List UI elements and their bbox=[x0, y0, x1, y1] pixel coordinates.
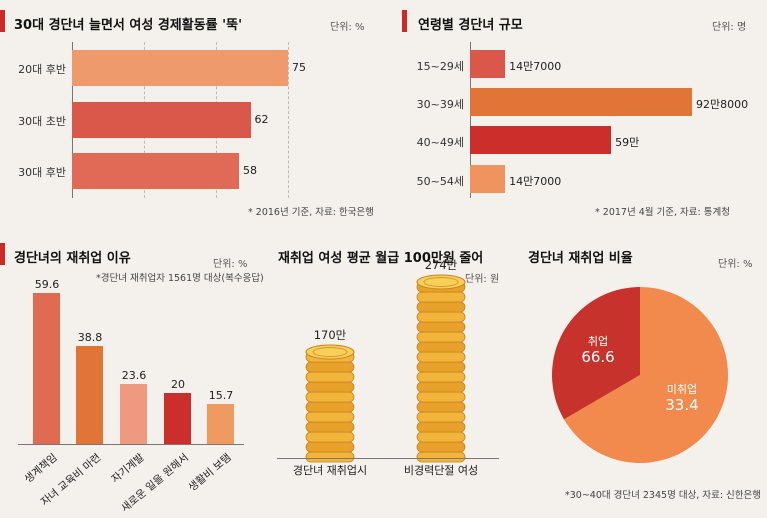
panel2-title: 연령별 경단녀 규모 bbox=[418, 18, 523, 33]
panel1-bar bbox=[72, 153, 240, 189]
panel1-unit: 단위: % bbox=[330, 22, 365, 33]
panel5-slice-value: 66.6 bbox=[581, 347, 615, 366]
panel3-value-label: 23.6 bbox=[121, 369, 147, 383]
panel1-bar bbox=[72, 102, 251, 138]
panel2-value-label: 14만7000 bbox=[509, 60, 562, 73]
panel4-coin-stack bbox=[305, 344, 355, 463]
panel3-accent bbox=[0, 243, 5, 265]
panel3-bar bbox=[120, 384, 147, 444]
panel4-baseline bbox=[277, 458, 499, 459]
panel2-unit: 단위: 명 bbox=[712, 22, 747, 33]
panel1-category-label: 30대 초반 bbox=[18, 115, 66, 128]
panel2-bar bbox=[470, 126, 612, 154]
panel1-source: * 2016년 기준, 자료: 한국은행 bbox=[248, 207, 374, 218]
panel3-unit: 단위: % bbox=[213, 259, 248, 270]
panel4-coin-stack bbox=[416, 274, 466, 463]
panel2-bar bbox=[470, 88, 692, 116]
panel2-accent bbox=[402, 10, 407, 32]
panel3-title: 경단녀의 재취업 이유 bbox=[14, 251, 131, 266]
panel3-value-label: 59.6 bbox=[34, 277, 60, 291]
panel5-source: *30~40대 경단녀 2345명 대상, 자료: 신한은행 bbox=[565, 490, 762, 501]
panel3-value-label: 38.8 bbox=[77, 330, 103, 344]
panel2-category-label: 50~54세 bbox=[416, 175, 464, 188]
panel5-slice-label: 취업 bbox=[587, 334, 609, 348]
panel2-source: * 2017년 4월 기준, 자료: 통계청 bbox=[595, 207, 730, 218]
panel1-category-label: 30대 후반 bbox=[18, 166, 66, 179]
panel1-value-label: 75 bbox=[292, 61, 306, 74]
panel3-value-label: 15.7 bbox=[208, 389, 234, 403]
panel1-title: 30대 경단녀 늘면서 여성 경제활동률 '뚝' bbox=[14, 18, 243, 33]
panel2-category-label: 15~29세 bbox=[416, 60, 464, 73]
panel5-unit: 단위: % bbox=[718, 259, 753, 270]
panel5-title: 경단녀 재취업 비율 bbox=[528, 251, 633, 266]
panel3-bar bbox=[33, 292, 60, 444]
panel1-category-label: 20대 후반 bbox=[18, 63, 66, 76]
panel4-value-label: 274만 bbox=[424, 258, 458, 272]
panel1-value-label: 58 bbox=[243, 164, 258, 177]
panel4-category-label: 경단녀 재취업시 bbox=[292, 464, 368, 477]
panel1-accent bbox=[0, 10, 5, 32]
panel2-value-label: 14만7000 bbox=[509, 175, 562, 188]
panel2-category-label: 40~49세 bbox=[416, 136, 464, 149]
panel4-title: 재취업 여성 평균 월급 100만원 줄어 bbox=[278, 251, 484, 266]
panel4-coin-rim bbox=[312, 347, 348, 357]
panel5-slice bbox=[552, 287, 640, 420]
panel4-category-label: 비경력단절 여성 bbox=[403, 464, 479, 477]
panel2-axis bbox=[470, 42, 471, 198]
panel2-value-label: 59만 bbox=[615, 136, 640, 149]
panel3-bar bbox=[207, 404, 234, 444]
panel4-coin-rim bbox=[423, 277, 459, 287]
panel2-category-label: 30~39세 bbox=[416, 98, 464, 111]
panel1-value-label: 62 bbox=[254, 113, 269, 126]
panel4-unit: 단위: 원 bbox=[465, 274, 500, 285]
panel5-slice-value: 33.4 bbox=[665, 396, 699, 415]
panel1-bar bbox=[72, 50, 288, 86]
panel3-value-label: 20 bbox=[171, 378, 185, 392]
panel2-bar bbox=[470, 50, 506, 78]
panel2-bar bbox=[470, 165, 506, 193]
panel3-baseline bbox=[18, 444, 244, 445]
panel2-value-label: 92만8000 bbox=[696, 98, 749, 111]
panel5-slice-label: 미취업 bbox=[666, 383, 698, 397]
panel3-bar bbox=[76, 345, 103, 444]
panel4-value-label: 170만 bbox=[313, 328, 347, 342]
panel3-bar bbox=[164, 393, 191, 444]
panel3-note: *경단녀 재취업자 1561명 대상(복수응답) bbox=[96, 273, 264, 284]
panel1-gridline bbox=[288, 42, 289, 198]
panel5-slice bbox=[563, 287, 728, 463]
